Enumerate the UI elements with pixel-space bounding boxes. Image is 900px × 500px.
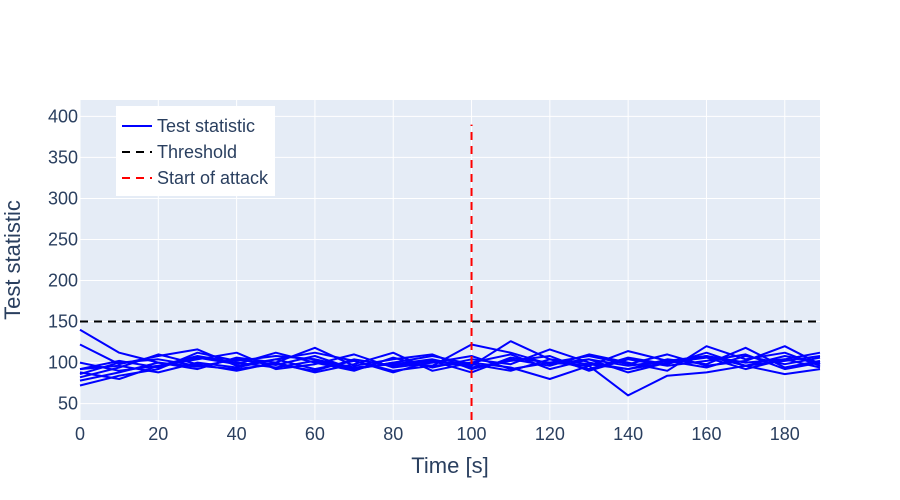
- legend: Test statistic Threshold Start of attack: [116, 106, 275, 196]
- x-tick-label: 40: [227, 424, 247, 444]
- x-tick-label: 20: [148, 424, 168, 444]
- y-tick-label: 200: [48, 271, 78, 291]
- x-tick-label: 0: [75, 424, 85, 444]
- test-statistic-line-9: [79, 345, 821, 376]
- y-tick-label: 250: [48, 229, 78, 249]
- x-tick-label: 120: [535, 424, 565, 444]
- x-tick-label: 140: [613, 424, 643, 444]
- x-tick-label: 160: [691, 424, 721, 444]
- test-statistic-line-4: [79, 345, 821, 379]
- x-ticks: 0 20 40 60 80 100 120 140 160 180: [75, 424, 800, 444]
- y-tick-label: 100: [48, 353, 78, 373]
- y-tick-label: 400: [48, 106, 78, 126]
- x-tick-label: 180: [770, 424, 800, 444]
- y-ticks: 50 100 150 200 250 300 350 400: [48, 106, 78, 413]
- y-tick-label: 350: [48, 147, 78, 167]
- y-tick-label: 150: [48, 312, 78, 332]
- x-tick-label: 100: [457, 424, 487, 444]
- y-tick-label: 50: [58, 394, 78, 414]
- x-tick-label: 60: [305, 424, 325, 444]
- x-tick-label: 80: [383, 424, 403, 444]
- legend-label-attack: Start of attack: [157, 168, 269, 188]
- y-tick-label: 300: [48, 188, 78, 208]
- y-axis-title: Test statistic: [0, 200, 25, 320]
- x-axis-title: Time [s]: [411, 453, 488, 478]
- legend-label-threshold: Threshold: [157, 142, 237, 162]
- series-lines: [79, 328, 821, 397]
- legend-label-test_statistic: Test statistic: [157, 116, 255, 136]
- test-statistic-line-8: [79, 351, 821, 397]
- test-statistic-line-10: [79, 355, 821, 372]
